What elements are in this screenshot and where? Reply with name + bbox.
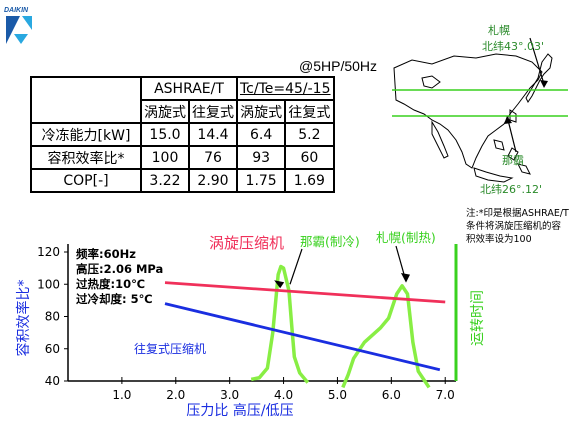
table-row-label: 冷冻能力[kW] (30, 122, 142, 147)
table-cell: 5.2 (284, 122, 335, 147)
x-tick-label: 3.0 (220, 388, 239, 402)
y-tick-label: 100 (37, 277, 60, 291)
annotation-arrowhead-naha (274, 280, 285, 289)
table-row: COP[-] 3.22 2.90 1.75 1.69 (30, 168, 335, 193)
y2-axis-label: 运转时间 (470, 290, 486, 346)
condition-label: 过热度:10℃ (76, 277, 145, 291)
annotation-arrowhead-sapporo (401, 272, 410, 283)
series-label-reciprocating: 往复式压缩机 (134, 341, 206, 356)
series-label-scroll: 涡旋压缩机 (209, 234, 284, 252)
table-cell: 76 (188, 145, 238, 170)
table-group-header: ASHRAE/T (140, 76, 238, 101)
table-row-label: COP[-] (30, 168, 142, 193)
table-cell: 3.22 (140, 168, 190, 193)
table-cell: 15.0 (140, 122, 190, 147)
table-cell: 2.90 (188, 168, 238, 193)
table-row: 容积效率比* 100 76 93 60 (30, 145, 335, 170)
table-subheader: 涡旋式 (235, 99, 287, 124)
condition-label: 频率:60Hz (76, 247, 136, 261)
daikin-wordmark: DAIKIN (4, 7, 29, 14)
footnote: 注:*印是根据ASHRAE/T条件将涡旋压缩机的容积效率设为100 (466, 208, 569, 245)
y-tick-label: 40 (45, 374, 60, 388)
y-tick-label: 80 (45, 310, 60, 324)
y-tick-label: 60 (45, 342, 60, 356)
annotation-arrow-sapporo (395, 245, 406, 278)
table-row: 冷冻能力[kW] 15.0 14.4 6.4 5.2 (30, 122, 335, 147)
x-tick-label: 2.0 (166, 388, 185, 402)
x-axis-label: 压力比 高压/低压 (186, 402, 293, 419)
asia-outline-icon (392, 37, 568, 183)
table-cell: 1.75 (235, 168, 287, 193)
annotation-naha: 那霸(制冷) (300, 234, 360, 249)
table-subheader: 涡旋式 (140, 99, 190, 124)
condition-label: 过冷却度: 5℃ (76, 292, 153, 306)
asia-map: 札幌 北纬43°.03' 那霸 北纬26°.12' (392, 18, 568, 196)
runtime-curve-line (250, 264, 310, 384)
table-row-label: 容积效率比* (30, 145, 142, 170)
y-axis-label: 容积效率比* (15, 280, 32, 357)
annotation-arrow-naha (289, 248, 303, 285)
table-cell: 14.4 (188, 122, 238, 147)
sapporo-latitude: 北纬43°.03' (482, 40, 545, 53)
sapporo-label: 札幌 (488, 24, 510, 37)
table-cell: 93 (235, 145, 287, 170)
condition-label: 高压:2.06 MPa (76, 262, 163, 276)
table-cell: 6.4 (235, 122, 287, 147)
daikin-logo: DAIKIN (4, 4, 34, 48)
table-subheader: 往复式 (284, 99, 335, 124)
naha-label: 那霸 (502, 154, 524, 167)
spec-table: ASHRAE/T Tc/Te=45/-15 涡旋式 往复式 涡旋式 往复式 冷冻… (30, 76, 335, 193)
table-group-header: Tc/Te=45/-15 (236, 76, 335, 101)
x-tick-label: 5.0 (328, 388, 347, 402)
x-tick-label: 6.0 (382, 388, 401, 402)
table-header-row: ASHRAE/T Tc/Te=45/-15 (30, 76, 335, 124)
condition-note: @5HP/50Hz (299, 58, 378, 74)
daikin-logo-mark-icon: DAIKIN (4, 7, 32, 44)
volumetric-efficiency-chart: 1.0 2.0 3.0 4.0 5.0 6.0 7.0 40 60 80 100 120 压力比 高压/… (15, 230, 486, 419)
y-tick-label: 120 (37, 245, 60, 259)
series-line (164, 281, 446, 304)
annotation-sapporo: 札幌(制热) (376, 230, 436, 245)
runtime-curve-line (341, 284, 431, 389)
table-subheader-row: 涡旋式 往复式 涡旋式 往复式 (31, 99, 335, 124)
table-corner-cell (30, 76, 142, 124)
naha-latitude: 北纬26°.12' (480, 183, 543, 196)
table-cell: 100 (140, 145, 190, 170)
table-cell: 1.69 (284, 168, 335, 193)
plot-area: 1.0 2.0 3.0 4.0 5.0 6.0 7.0 40 60 80 100 120 压力比 高压/… (15, 230, 486, 419)
x-tick-label: 1.0 (112, 388, 131, 402)
x-tick-label: 7.0 (436, 388, 455, 402)
table-subheader: 往复式 (188, 99, 238, 124)
table-cell: 60 (284, 145, 335, 170)
x-tick-label: 4.0 (274, 388, 293, 402)
series-line (164, 302, 441, 372)
